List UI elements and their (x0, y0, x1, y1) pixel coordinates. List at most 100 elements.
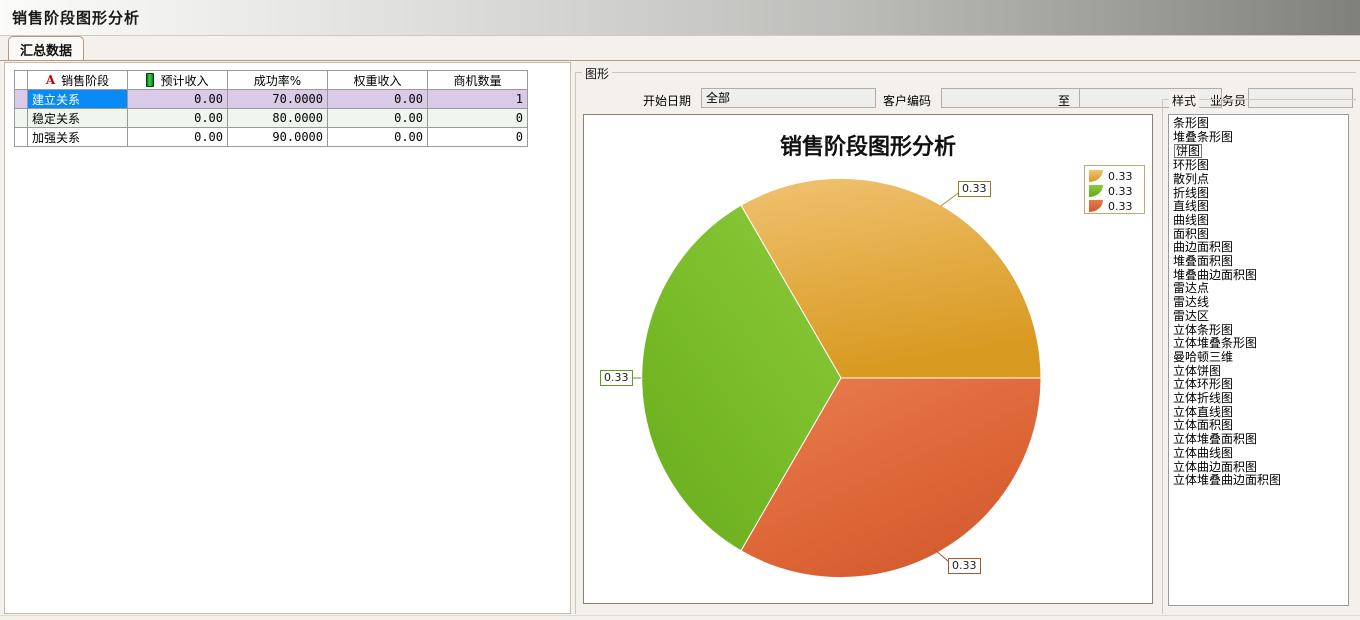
tab-summary-data[interactable]: 汇总数据 (8, 36, 85, 60)
cell-opportunity-count[interactable]: 1 (427, 89, 528, 109)
legend-item: 0.33 (1089, 199, 1140, 213)
style-list-item[interactable]: 立体条形图 (1173, 322, 1234, 337)
column-header-stage[interactable]: A 销售阶段 (27, 70, 128, 90)
cell-stage[interactable]: 加强关系 (27, 127, 128, 147)
chart-canvas[interactable]: 销售阶段图形分析 (583, 114, 1153, 604)
table-row[interactable]: 加强关系 0.00 90.0000 0.00 0 (14, 127, 528, 147)
style-listbox[interactable]: 条形图 堆叠条形图 饼图 环形图 散列点 折线图 直线图 曲线图 面积图 曲边面积图 堆叠面积图 堆叠… (1168, 114, 1349, 606)
style-list-item[interactable]: 曲边面积图 (1173, 240, 1234, 255)
column-header-expected-income[interactable]: 预计收入 (127, 70, 228, 90)
row-handle[interactable] (14, 89, 28, 109)
style-list-item[interactable]: 环形图 (1173, 158, 1210, 173)
cell-success-rate[interactable]: 90.0000 (227, 127, 328, 147)
legend-swatch-wedge-icon (1089, 185, 1103, 197)
style-list-item[interactable]: 堆叠曲边面积图 (1173, 267, 1258, 282)
style-groupbox-label: 样式 (1169, 92, 1200, 109)
cell-expected-income[interactable]: 0.00 (127, 89, 228, 109)
pie-label-2: 0.33 (600, 370, 633, 386)
bottom-strip (0, 615, 1360, 620)
legend-item: 0.33 (1089, 169, 1140, 183)
cell-success-rate[interactable]: 80.0000 (227, 108, 328, 128)
style-list-item[interactable]: 曼哈顿三维 (1173, 349, 1234, 364)
style-list-item[interactable]: 散列点 (1173, 171, 1210, 186)
graph-side-panel: 图形 开始日期 全部 客户编码 至 业务员 销售阶段图形分析 (575, 65, 1356, 614)
style-list-item[interactable]: 堆叠条形图 (1173, 129, 1234, 144)
style-list-item[interactable]: 曲线图 (1173, 212, 1210, 227)
legend-label: 0.33 (1108, 169, 1133, 183)
row-handle[interactable] (14, 127, 28, 147)
legend-item: 0.33 (1089, 184, 1140, 198)
table-body: 建立关系 0.00 70.0000 0.00 1 稳定关系 0.00 80.00… (14, 89, 528, 147)
style-list-item[interactable]: 立体环形图 (1173, 377, 1234, 392)
graph-groupbox: 图形 (575, 65, 1356, 614)
tab-underline (0, 60, 1360, 61)
cell-stage[interactable]: 建立关系 (27, 89, 128, 109)
pie-leader-1 (940, 190, 962, 207)
style-list-item[interactable]: 立体折线图 (1173, 391, 1234, 406)
column-header-weighted-income[interactable]: 权重收入 (327, 70, 428, 90)
cell-weighted-income[interactable]: 0.00 (327, 89, 428, 109)
cell-stage[interactable]: 稳定关系 (27, 108, 128, 128)
window-title-bar: 销售阶段图形分析 (0, 0, 1360, 36)
column-header-expected-income-label: 预计收入 (160, 73, 209, 88)
graph-groupbox-label: 图形 (582, 65, 613, 82)
style-list-item[interactable]: 立体饼图 (1173, 363, 1222, 378)
style-list-item[interactable]: 立体直线图 (1173, 404, 1234, 419)
style-list-item[interactable]: 立体堆叠曲边面积图 (1173, 473, 1282, 488)
pie-svg (625, 177, 1042, 579)
pie-slice-1[interactable] (740, 177, 1042, 379)
table-header-row: A 销售阶段 预计收入 成功率% 权重收入 商机数量 (14, 70, 528, 90)
red-A-icon: A (45, 73, 56, 87)
tab-strip: 汇总数据 (0, 36, 1360, 61)
customer-code-label: 客户编码 (883, 94, 932, 108)
column-header-stage-label: 销售阶段 (61, 73, 110, 88)
to-label: 至 (1058, 94, 1071, 108)
salesperson-label: 业务员 (1210, 94, 1247, 108)
style-list-item[interactable]: 折线图 (1173, 185, 1210, 200)
cell-weighted-income[interactable]: 0.00 (327, 108, 428, 128)
style-list-item[interactable]: 直线图 (1173, 199, 1210, 214)
legend-swatch-wedge-icon (1089, 170, 1103, 182)
style-list-item[interactable]: 面积图 (1173, 226, 1210, 241)
legend-swatch-wedge-icon (1089, 200, 1103, 212)
style-list-item[interactable]: 堆叠面积图 (1173, 254, 1234, 269)
chart-legend: 0.33 0.33 0.33 (1084, 165, 1145, 214)
style-list-item[interactable]: 立体曲线图 (1173, 445, 1234, 460)
style-list-item[interactable]: 立体曲边面积图 (1173, 459, 1258, 474)
summary-table[interactable]: A 销售阶段 预计收入 成功率% 权重收入 商机数量 建立关系 (14, 70, 528, 147)
pie-chart[interactable]: 0.33 0.33 0.33 (584, 115, 1154, 605)
style-list-item[interactable]: 饼图 (1171, 144, 1348, 159)
row-handle-header (14, 70, 28, 90)
page-title: 销售阶段图形分析 (12, 9, 141, 27)
style-list-item[interactable]: 条形图 (1173, 116, 1210, 130)
pie-label-1: 0.33 (958, 181, 991, 197)
cell-success-rate[interactable]: 70.0000 (227, 89, 328, 109)
pie-slice-2[interactable] (641, 204, 842, 552)
start-date-label: 开始日期 (643, 94, 692, 108)
row-handle[interactable] (14, 108, 28, 128)
cell-expected-income[interactable]: 0.00 (127, 127, 228, 147)
green-bar-icon (146, 73, 155, 87)
column-header-success-rate[interactable]: 成功率% (227, 70, 328, 90)
table-row[interactable]: 稳定关系 0.00 80.0000 0.00 0 (14, 108, 528, 128)
cell-opportunity-count[interactable]: 0 (427, 108, 528, 128)
style-list-item[interactable]: 立体堆叠面积图 (1173, 432, 1258, 447)
cell-opportunity-count[interactable]: 0 (427, 127, 528, 147)
style-list-item[interactable]: 立体堆叠条形图 (1173, 336, 1258, 351)
style-list-item[interactable]: 立体面积图 (1173, 418, 1234, 433)
style-list-item[interactable]: 雷达区 (1173, 308, 1210, 323)
legend-label: 0.33 (1108, 184, 1133, 198)
cell-weighted-income[interactable]: 0.00 (327, 127, 428, 147)
style-list-item[interactable]: 雷达线 (1173, 295, 1210, 310)
summary-grid-panel: A 销售阶段 预计收入 成功率% 权重收入 商机数量 建立关系 (4, 62, 571, 614)
legend-label: 0.33 (1108, 199, 1133, 213)
salesperson-input[interactable] (1248, 88, 1353, 108)
style-list-item-selected[interactable]: 饼图 (1174, 144, 1203, 159)
table-row[interactable]: 建立关系 0.00 70.0000 0.00 1 (14, 89, 528, 109)
style-groupbox: 样式 (1162, 92, 1356, 614)
cell-expected-income[interactable]: 0.00 (127, 108, 228, 128)
start-date-input[interactable]: 全部 (701, 88, 876, 108)
style-list-item[interactable]: 雷达点 (1173, 281, 1210, 296)
pie-slice-3[interactable] (740, 377, 1042, 579)
column-header-opportunity-count[interactable]: 商机数量 (427, 70, 528, 90)
